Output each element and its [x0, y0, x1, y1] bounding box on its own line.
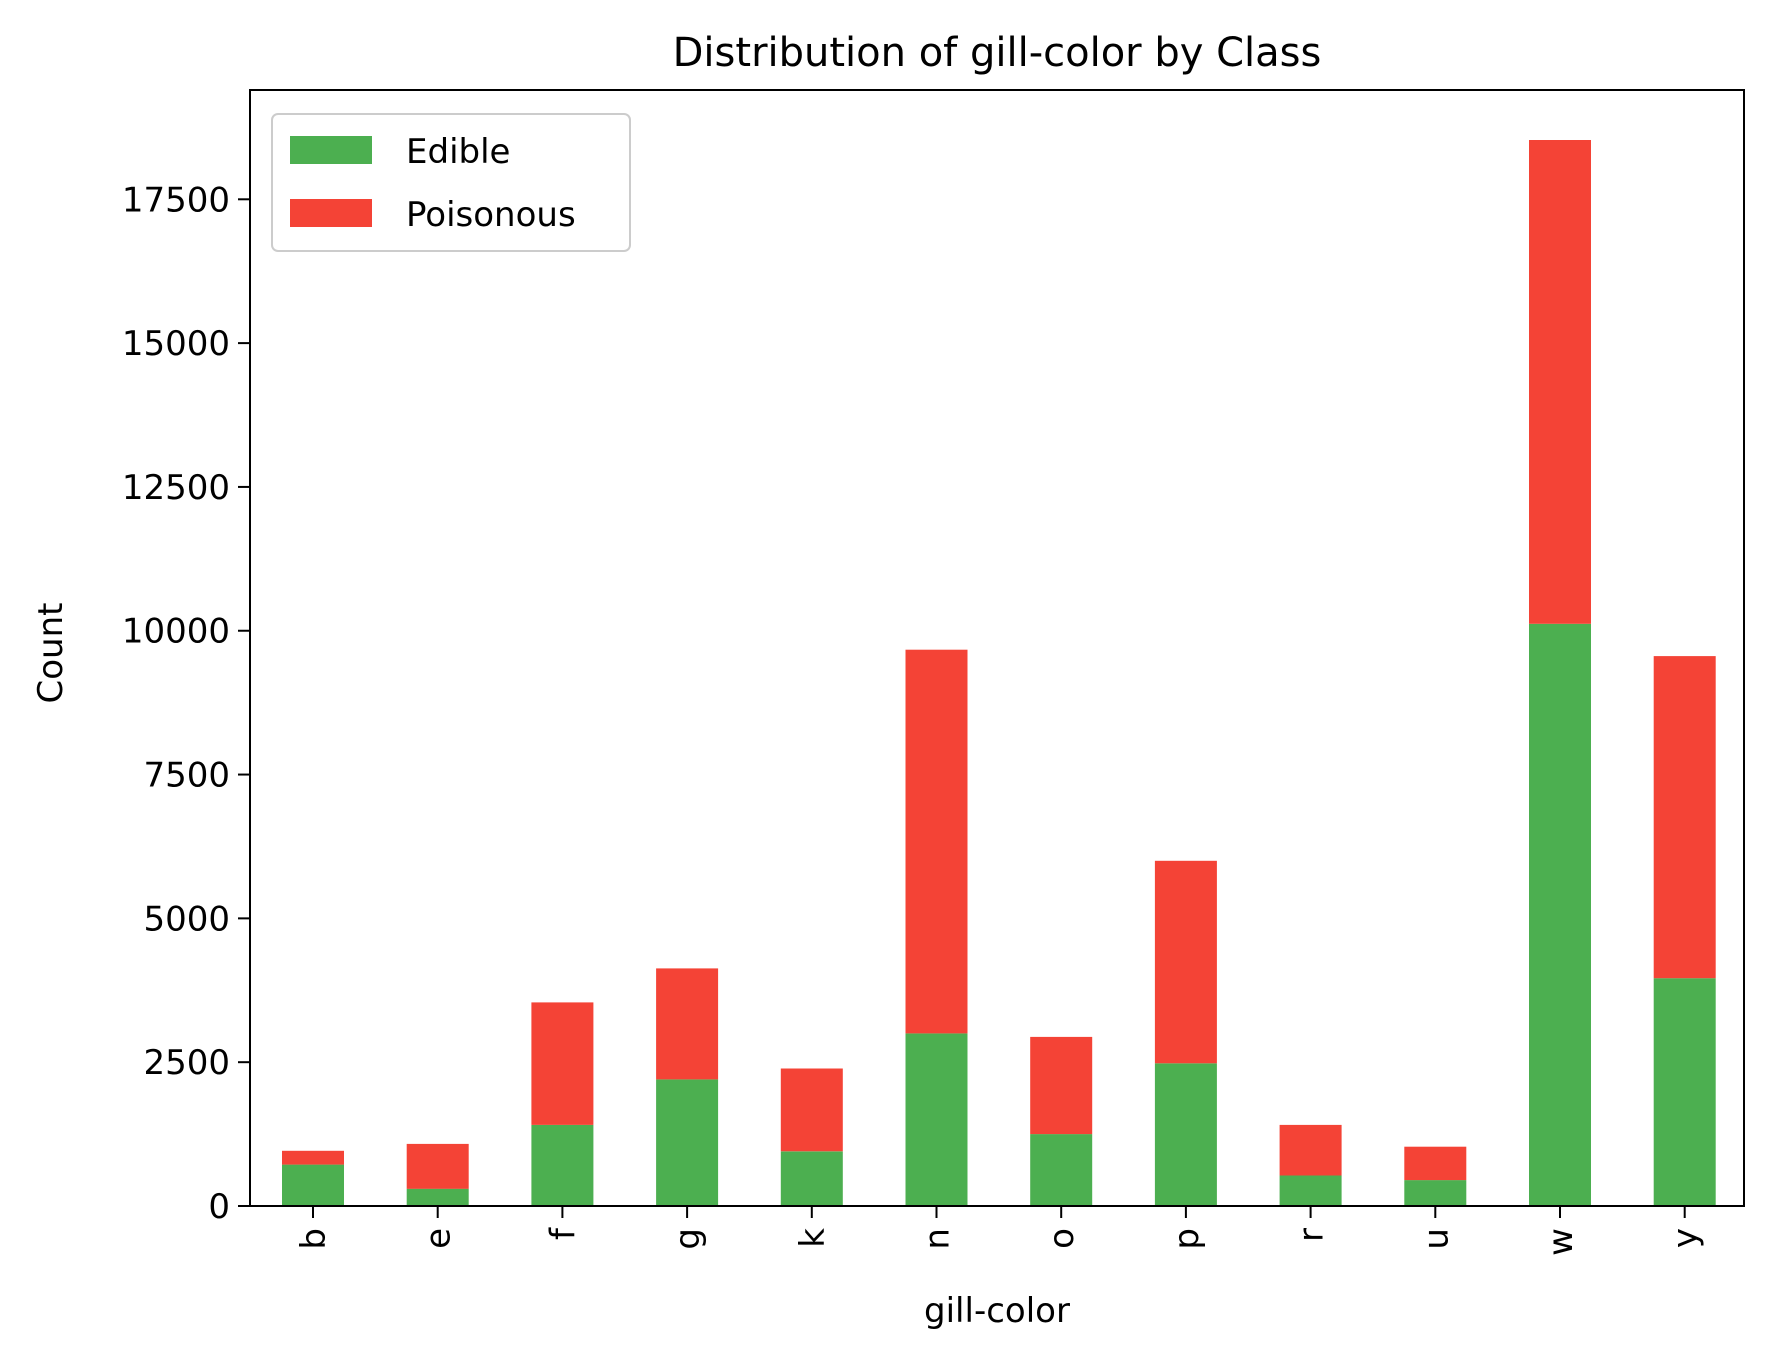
bar-poisonous-o [1030, 1036, 1093, 1135]
bar-edible-f [531, 1124, 594, 1206]
bar-edible-u [1404, 1180, 1467, 1206]
x-tick-label: b [294, 1228, 334, 1250]
bar-edible-e [406, 1188, 469, 1206]
y-tick-label: 12500 [122, 468, 230, 508]
x-tick-label: f [543, 1227, 583, 1240]
bar-poisonous-f [531, 1002, 594, 1125]
y-axis-label: Count [31, 603, 71, 704]
x-tick-label: k [793, 1228, 833, 1248]
x-tick-label: p [1167, 1228, 1207, 1250]
x-tick-label: y [1666, 1228, 1706, 1248]
y-tick-label: 2500 [143, 1043, 230, 1083]
bar-poisonous-w [1529, 140, 1591, 624]
bar-poisonous-n [905, 649, 968, 1034]
bar-poisonous-k [780, 1068, 843, 1152]
bar-poisonous-p [1154, 860, 1217, 1064]
bar-poisonous-y [1653, 656, 1716, 979]
y-tick-label: 17500 [122, 180, 230, 220]
bar-edible-n [905, 1033, 968, 1206]
plot-frame [249, 89, 1745, 1207]
legend-label-poisonous: Poisonous [406, 195, 576, 235]
bar-poisonous-r [1279, 1124, 1342, 1176]
legend-swatch-poisonous [290, 199, 372, 227]
y-tick-label: 15000 [122, 324, 230, 364]
y-tick-label: 10000 [122, 612, 230, 652]
legend: Edible Poisonous [271, 113, 631, 252]
x-tick-label: g [668, 1228, 708, 1250]
y-ticks: 0 2500 5000 7500 10000 12500 15000 17500 [122, 180, 250, 1227]
y-tick-label: 0 [208, 1187, 230, 1227]
chart-title: Distribution of gill-color by Class [673, 30, 1322, 76]
x-axis-label: gill-color [924, 1291, 1070, 1331]
x-tick-label: o [1042, 1228, 1082, 1249]
bar-edible-y [1653, 978, 1716, 1206]
x-tick-label: n [918, 1228, 958, 1250]
axes-layer [249, 89, 1745, 1207]
bar-edible-o [1030, 1134, 1093, 1206]
bar-edible-p [1154, 1063, 1217, 1206]
bar-edible-b [282, 1164, 344, 1206]
y-tick-label: 7500 [143, 756, 230, 796]
bar-poisonous-b [282, 1150, 344, 1165]
legend-label-edible: Edible [406, 132, 510, 172]
bars-layer [282, 140, 1716, 1206]
bar-edible-r [1279, 1175, 1342, 1206]
bar-edible-g [656, 1079, 719, 1206]
x-tick-label: e [419, 1228, 459, 1249]
bar-poisonous-e [406, 1143, 469, 1189]
bar-poisonous-u [1404, 1146, 1467, 1181]
x-tick-label: u [1416, 1228, 1456, 1250]
bar-edible-w [1529, 623, 1591, 1206]
legend-swatch-edible [290, 136, 372, 164]
x-tick-label: r [1292, 1228, 1332, 1242]
bar-edible-k [780, 1151, 843, 1206]
bar-poisonous-g [656, 968, 719, 1080]
y-tick-label: 5000 [143, 899, 230, 939]
x-tick-label: w [1541, 1228, 1581, 1256]
